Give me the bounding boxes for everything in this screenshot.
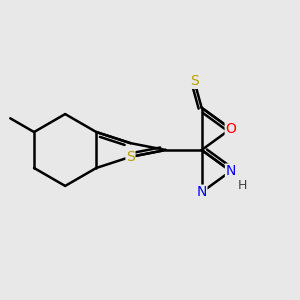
Text: S: S [126, 150, 135, 164]
Text: H: H [238, 179, 248, 192]
Text: N: N [226, 164, 236, 178]
Text: O: O [225, 122, 236, 136]
Text: N: N [196, 185, 207, 199]
Text: S: S [190, 74, 199, 88]
